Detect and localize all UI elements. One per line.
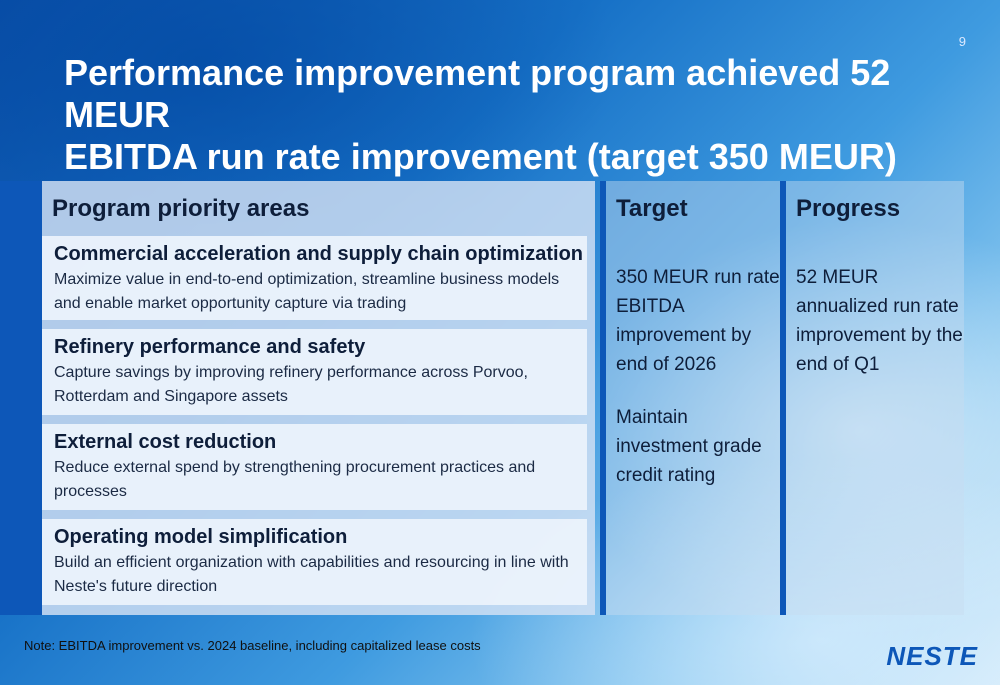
priority-area-external-cost: External cost reduction Reduce external … (42, 424, 587, 510)
page-title: Performance improvement program achieved… (64, 52, 964, 178)
target-item-ebitda: 350 MEUR run rate EBITDA improvement by … (616, 267, 780, 375)
target-item-rating: Maintain investment grade credit rating (616, 407, 762, 486)
priority-area-title: Commercial acceleration and supply chain… (54, 243, 584, 265)
priority-area-title: Operating model simplification (54, 526, 348, 548)
priority-area-text: Build an efficient organization with cap… (54, 554, 569, 595)
neste-logo: NESTE (886, 641, 978, 671)
progress-heading: Progress (796, 195, 901, 222)
priority-area-commercial: Commercial acceleration and supply chain… (42, 236, 587, 320)
left-accent-bar (0, 181, 42, 615)
priority-area-text: Maximize value in end-to-end optimizatio… (54, 271, 560, 312)
priority-area-refinery: Refinery performance and safety Capture … (42, 329, 587, 415)
footnote: Note: EBITDA improvement vs. 2024 baseli… (24, 638, 481, 653)
progress-item: 52 MEUR annualized run rate improvement … (796, 267, 963, 375)
target-column: Target 350 MEUR run rate EBITDA improvem… (600, 181, 781, 615)
priority-area-title: External cost reduction (54, 431, 277, 453)
priority-area-text: Reduce external spend by strengthening p… (54, 459, 536, 500)
priority-area-operating-model: Operating model simplification Build an … (42, 519, 587, 605)
title-line-2: EBITDA run rate improvement (target 350 … (64, 136, 897, 177)
priority-area-title: Refinery performance and safety (54, 336, 366, 358)
progress-column: Progress 52 MEUR annualized run rate imp… (780, 181, 964, 615)
priority-heading: Program priority areas (52, 195, 310, 222)
title-line-1: Performance improvement program achieved… (64, 52, 891, 135)
target-heading: Target (616, 195, 688, 222)
page-number: 9 (958, 34, 966, 49)
priority-area-text: Capture savings by improving refinery pe… (54, 364, 528, 405)
